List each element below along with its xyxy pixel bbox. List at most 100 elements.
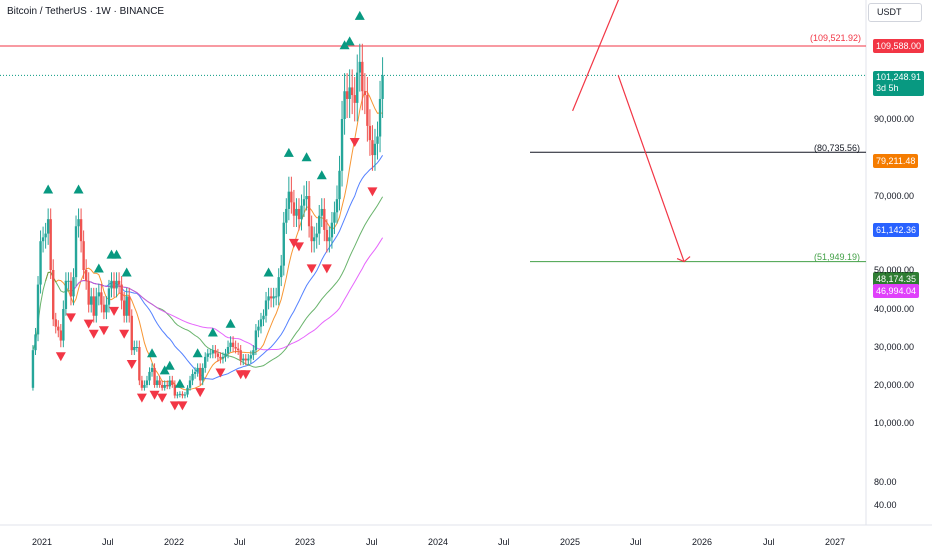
candle-body xyxy=(193,371,197,374)
candle-body xyxy=(315,233,318,238)
candle-body xyxy=(188,380,192,388)
y-tick: 90,000.00 xyxy=(874,114,915,124)
x-tick: 2025 xyxy=(560,537,581,547)
candle-body xyxy=(143,385,146,388)
candle-body xyxy=(186,387,189,395)
buy-signal-down-marker xyxy=(149,390,160,400)
candle-body xyxy=(150,367,154,372)
candle-body xyxy=(295,208,298,216)
candle-body xyxy=(280,265,283,278)
candle-body xyxy=(348,87,351,99)
candle-body xyxy=(264,300,268,316)
buy-signal-down-marker xyxy=(306,264,317,274)
candle-body xyxy=(57,326,60,331)
drawing-tools xyxy=(572,0,691,263)
sell-signal-up-marker xyxy=(174,378,185,388)
candle-body xyxy=(338,170,341,200)
price-label-resistance: 109,588.00 xyxy=(873,39,925,53)
candle-body xyxy=(171,380,174,385)
price-label-ma-longest: 46,994.04 xyxy=(873,284,920,298)
candle-body xyxy=(307,196,311,227)
buy-signal-down-marker xyxy=(119,329,130,339)
candle-body xyxy=(214,350,217,354)
candle-body xyxy=(59,330,63,341)
candle-body xyxy=(133,347,136,351)
candle-body xyxy=(117,280,121,285)
candle-body xyxy=(287,191,291,209)
buy-signal-down-marker xyxy=(240,370,251,380)
sell-signal-up-marker xyxy=(301,152,312,162)
candle-body xyxy=(140,380,144,388)
candle-body xyxy=(191,373,194,381)
x-tick: 2027 xyxy=(825,537,846,547)
buy-signal-down-marker xyxy=(177,401,188,411)
candle-body xyxy=(95,296,98,316)
candle-body xyxy=(138,347,141,381)
candle-body xyxy=(310,226,313,242)
candle-body xyxy=(82,241,85,270)
candle-body xyxy=(269,296,273,299)
candle-body xyxy=(168,380,171,387)
candle-body xyxy=(87,280,90,305)
price-label-last-value: 101,248.91 xyxy=(876,72,922,82)
sell-signal-up-marker xyxy=(283,147,294,157)
sell-signal-up-marker xyxy=(354,10,365,20)
candle-body xyxy=(67,280,70,282)
candle-body xyxy=(158,380,161,385)
candle-body xyxy=(343,91,346,119)
sell-signal-up-marker xyxy=(192,348,203,358)
price-label-countdown: 3d 5h xyxy=(876,83,899,93)
candle-body xyxy=(46,219,50,234)
candle-body xyxy=(312,237,316,242)
candle-body xyxy=(302,199,306,206)
candle-body xyxy=(120,284,123,301)
currency-selector[interactable]: USDT xyxy=(868,3,922,22)
candle-body xyxy=(115,280,118,289)
sell-signal-up-marker xyxy=(207,327,218,337)
candle-body xyxy=(72,277,75,297)
candle-body xyxy=(318,215,321,234)
candle-body xyxy=(122,300,126,316)
candle-body xyxy=(267,296,270,301)
x-tick: Jul xyxy=(102,537,114,547)
candle-body xyxy=(39,241,42,285)
candle-body xyxy=(219,356,222,359)
candle-body xyxy=(105,304,108,313)
candle-body xyxy=(262,315,265,320)
candle-body xyxy=(231,342,235,347)
candle-body xyxy=(358,61,361,73)
buy-signal-down-marker xyxy=(293,242,304,252)
sell-signal-up-marker xyxy=(111,249,122,259)
candle-body xyxy=(166,385,169,387)
candle-body xyxy=(376,136,379,144)
candle-body xyxy=(198,367,202,381)
buy-signal-down-marker xyxy=(195,388,206,398)
candle-body xyxy=(330,222,334,238)
candle-body xyxy=(125,296,128,316)
price-levels xyxy=(0,45,866,263)
candle-body xyxy=(163,385,166,388)
candle-body xyxy=(54,319,57,327)
buy-signal-down-marker xyxy=(136,393,147,403)
candle-body xyxy=(155,380,159,385)
candle-body xyxy=(128,296,131,316)
x-tick: 2024 xyxy=(428,537,449,547)
y-tick: 40.00 xyxy=(874,500,897,510)
buy-signal-down-marker xyxy=(88,329,99,339)
sell-signal-up-marker xyxy=(121,267,132,277)
candle-body xyxy=(62,309,65,341)
sell-signal-up-marker xyxy=(164,360,175,370)
candle-body xyxy=(74,226,78,278)
signal-markers xyxy=(43,10,378,411)
candle-body xyxy=(274,296,278,298)
candle-body xyxy=(224,353,227,357)
candle-body xyxy=(84,270,88,281)
sell-signal-up-marker xyxy=(147,348,158,358)
candle-body xyxy=(239,350,242,361)
candle-body xyxy=(368,125,372,141)
candle-body xyxy=(350,87,354,96)
price-label-ma-short: 79,211.48 xyxy=(873,154,919,168)
candle-body xyxy=(236,348,240,351)
price-label-ma-mid: 61,142.36 xyxy=(873,223,920,237)
